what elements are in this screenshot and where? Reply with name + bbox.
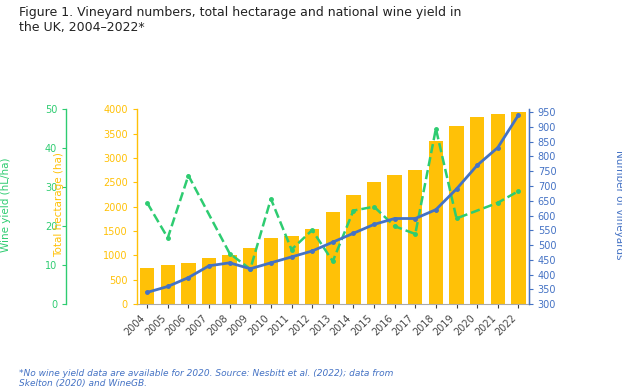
Bar xyxy=(470,117,485,304)
Bar xyxy=(202,258,216,304)
Text: Wine yield (hL/ha): Wine yield (hL/ha) xyxy=(1,158,11,252)
Bar xyxy=(243,248,258,304)
Bar xyxy=(140,268,154,304)
Bar xyxy=(264,238,278,304)
Bar xyxy=(367,183,381,304)
Bar xyxy=(160,265,175,304)
Bar xyxy=(429,141,443,304)
Text: Figure 1. Vineyard numbers, total hectarage and national wine yield in: Figure 1. Vineyard numbers, total hectar… xyxy=(19,6,461,19)
Bar xyxy=(223,255,237,304)
Bar xyxy=(491,114,505,304)
Bar xyxy=(346,195,361,304)
Text: Number of vineyards: Number of vineyards xyxy=(614,150,622,259)
Bar xyxy=(305,229,319,304)
Bar xyxy=(181,263,196,304)
Bar xyxy=(408,170,422,304)
Bar xyxy=(325,211,340,304)
Bar xyxy=(284,236,299,304)
Text: Total hectarage (ha): Total hectarage (ha) xyxy=(54,152,64,257)
Text: *No wine yield data are available for 2020. Source: Nesbitt et al. (2022); data : *No wine yield data are available for 20… xyxy=(19,369,393,388)
Bar xyxy=(388,175,402,304)
Text: the UK, 2004–2022*: the UK, 2004–2022* xyxy=(19,21,144,34)
Bar xyxy=(449,126,464,304)
Bar xyxy=(511,112,526,304)
